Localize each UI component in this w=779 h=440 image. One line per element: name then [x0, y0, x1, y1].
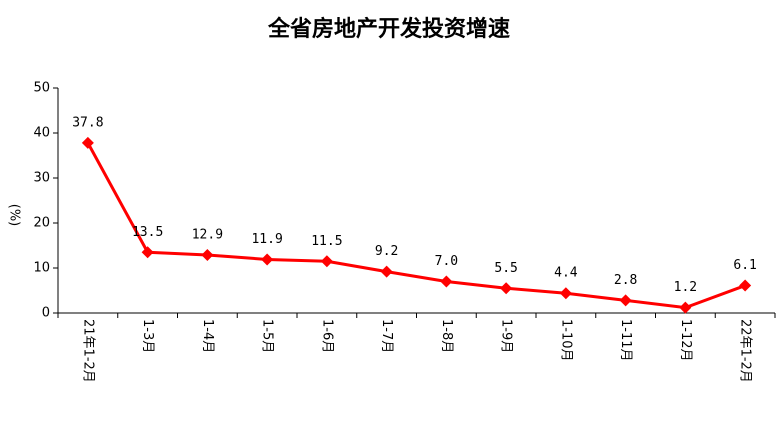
chart-title: 全省房地产开发投资增速 — [267, 16, 510, 42]
x-tick-label: 1-5月 — [260, 319, 275, 353]
y-tick-label: 0 — [42, 306, 50, 321]
x-tick-label: 1-3月 — [140, 319, 155, 353]
data-label: 12.9 — [192, 227, 223, 242]
marker — [261, 253, 274, 266]
x-tick-label: 1-4月 — [200, 319, 215, 353]
data-label: 1.2 — [674, 280, 697, 295]
marker — [320, 255, 333, 268]
marker — [500, 282, 513, 295]
x-tick-label: 1-8月 — [439, 319, 454, 353]
marker — [559, 287, 572, 300]
marker — [739, 279, 752, 292]
marker — [81, 136, 94, 149]
data-label: 4.4 — [554, 266, 578, 281]
data-label: 13.5 — [132, 225, 163, 240]
marker — [201, 248, 214, 261]
x-tick-label: 1-12月 — [678, 319, 693, 362]
y-tick-label: 40 — [33, 126, 50, 141]
data-label: 11.9 — [251, 232, 282, 247]
x-tick-label: 21年1-2月 — [80, 319, 95, 383]
data-label: 9.2 — [375, 244, 398, 259]
y-tick-label: 10 — [33, 261, 50, 276]
x-tick-label: 1-9月 — [499, 319, 514, 353]
x-tick-label: 1-11月 — [618, 319, 633, 362]
y-tick-label: 50 — [33, 81, 50, 96]
marker — [380, 265, 393, 278]
data-label: 11.5 — [311, 234, 342, 249]
data-label: 37.8 — [72, 115, 103, 130]
x-tick-label: 1-7月 — [379, 319, 394, 353]
marker — [440, 275, 453, 288]
marker — [619, 294, 632, 307]
y-tick-label: 30 — [33, 171, 50, 186]
y-tick-label: 20 — [33, 216, 50, 231]
data-label: 6.1 — [733, 258, 756, 273]
x-tick-label: 1-6月 — [319, 319, 334, 353]
data-label: 5.5 — [494, 261, 517, 276]
x-tick-label: 22年1-2月 — [738, 319, 753, 383]
data-label: 7.0 — [435, 254, 458, 269]
marker — [141, 246, 154, 259]
y-axis-label: (%) — [7, 204, 22, 227]
line — [86, 142, 746, 310]
x-tick-label: 1-10月 — [558, 319, 573, 362]
data-label: 2.8 — [614, 273, 637, 288]
marker — [679, 301, 692, 314]
